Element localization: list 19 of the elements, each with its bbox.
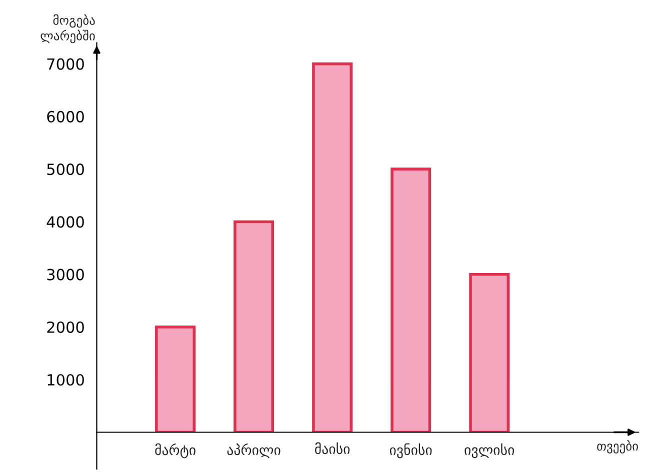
y-tick-label: 2000 [47, 321, 84, 333]
x-tick-label: მაისი [315, 442, 350, 454]
y-tick-label: 4000 [46, 216, 84, 228]
bar [155, 326, 196, 432]
text: თვეები [597, 440, 638, 454]
x-tick-label: მარტი [155, 443, 196, 458]
y-tick-label: 3000 [47, 268, 84, 280]
y-tick-label: 1000 [48, 374, 84, 386]
y-tick-label: 7000 [47, 58, 84, 70]
y-axis-title: მოგება ლარებში [40, 14, 95, 44]
y-tick-label: 5000 [47, 164, 84, 176]
bar [312, 62, 353, 432]
x-tick-label: აპრილი [227, 443, 280, 458]
bar [390, 168, 432, 432]
x-tick-label: ივლისი [464, 443, 514, 458]
bar [469, 272, 510, 432]
y-tick-label: 6000 [47, 110, 84, 122]
x-tick-label: ივნისი [390, 443, 432, 458]
bar [234, 220, 274, 432]
